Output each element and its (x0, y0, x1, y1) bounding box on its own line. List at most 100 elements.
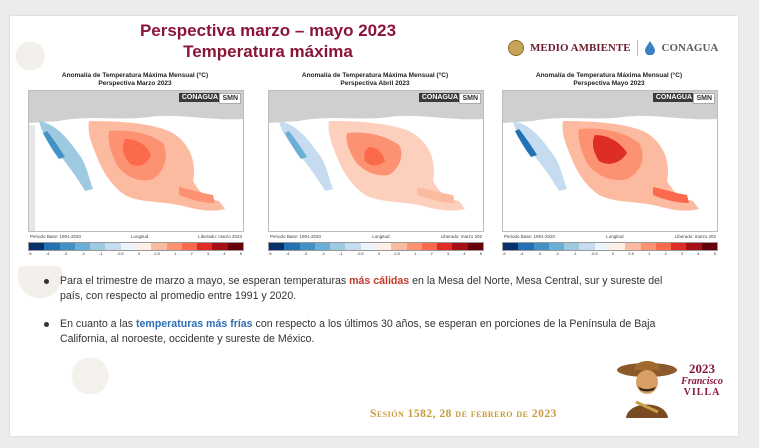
colorbar-swatch (671, 243, 687, 250)
emblem-year: 2023 (689, 361, 715, 376)
colorbar-tick-label: 2 (664, 251, 667, 256)
colorbar-swatch (686, 243, 702, 250)
map-conagua-badge: CONAGUA (652, 93, 695, 102)
colorbar-ticks: -5 -4 -3 -2 -1 -0.5 0 0.5 1 2 3 4 5 (502, 251, 716, 256)
medio-ambiente-logo: MEDIO AMBIENTE (530, 42, 631, 54)
emblem-2023-francisco-villa: 2023 Francisco VILLA (670, 361, 734, 399)
map-release: Liberado: marzo 202 (440, 234, 482, 239)
mexico-anomaly-map (503, 91, 717, 231)
colorbar (502, 242, 718, 251)
map-title: Anomalía de Temperatura Máxima Mensual (… (260, 72, 490, 88)
map-release: Liberado: marzo 202 (674, 234, 716, 239)
colorbar-tick-label: 0.5 (154, 251, 160, 256)
colorbar-tick-label: -1 (573, 251, 577, 256)
map-title-text: Anomalía de Temperatura Máxima Mensual (… (535, 72, 683, 79)
colorbar-tick-label: 4 (463, 251, 466, 256)
colorbar-tick-label: -0.5 (116, 251, 124, 256)
colorbar-tick-label: 1 (648, 251, 651, 256)
colorbar-tick-label: 4 (223, 251, 226, 256)
colorbar-tick-label: 0 (377, 251, 381, 256)
map-title-text: Anomalía de Temperatura Máxima Mensual (… (61, 72, 209, 79)
colorbar-swatch (609, 243, 626, 250)
colorbar-swatch (503, 243, 519, 250)
colorbar-tick-label: -5 (502, 251, 506, 256)
mexico-anomaly-map (29, 91, 243, 231)
session-footer: Sesión 1582, 28 de febrero de 2023 (370, 408, 557, 420)
map-release: Liberado: marzo 2023 (198, 234, 242, 239)
colorbar-ticks: -5 -4 -3 -2 -1 -0.5 0 0.5 1 2 3 4 5 (268, 251, 482, 256)
colorbar-swatch (227, 243, 243, 250)
map-panel-april: Anomalía de Temperatura Máxima Mensual (… (260, 72, 490, 266)
colorbar-ticks: -5 -4 -3 -2 -1 -0.5 0 0.5 1 2 3 4 5 (28, 251, 242, 256)
colorbar-swatch (564, 243, 580, 250)
water-drop-icon (644, 41, 655, 55)
colorbar-swatch (345, 243, 361, 250)
emblem-last-name: VILLA (683, 387, 721, 398)
colorbar-swatch (360, 243, 376, 250)
map-smn-badge: SMN (459, 93, 481, 104)
colorbar-tick-label: -3 (303, 251, 308, 256)
colorbar-swatch (655, 243, 672, 250)
colorbar-swatch (533, 243, 549, 250)
colorbar-swatch (518, 243, 534, 250)
colorbar-swatch (701, 243, 717, 250)
institution-logos: MEDIO AMBIENTE CONAGUA (508, 38, 718, 58)
colorbar-swatch (375, 243, 392, 250)
map-xlabel: Longitud (130, 234, 149, 239)
mexico-anomaly-map (269, 91, 483, 231)
colorbar-tick-label: 0 (611, 251, 615, 256)
colorbar-swatch (284, 243, 300, 250)
colorbar-swatch (59, 243, 75, 250)
colorbar-swatch (29, 243, 45, 250)
colorbar-swatch (640, 243, 656, 250)
national-seal-icon (508, 40, 524, 56)
colorbar-tick-label: -4 (285, 251, 290, 256)
colorbar-swatch (44, 243, 60, 250)
colorbar-tick-label: -5 (28, 251, 32, 256)
map-image: CONAGUA SMN (28, 90, 244, 232)
colorbar (268, 242, 484, 251)
forecast-maps: Anomalía de Temperatura Máxima Mensual (… (20, 72, 724, 272)
colorbar-tick-label: 1 (414, 251, 417, 256)
map-subtitle-text: Perspectiva Marzo 2023 (98, 80, 172, 87)
map-title-text: Anomalía de Temperatura Máxima Mensual (… (301, 72, 449, 79)
bullet-highlight-warm: más cálidas (349, 275, 410, 287)
colorbar-swatch (166, 243, 182, 250)
colorbar-tick-label: 0.5 (628, 251, 634, 256)
colorbar-tick-label: -4 (519, 251, 524, 256)
map-subtitle-text: Perspectiva Abril 2023 (340, 80, 410, 87)
francisco-villa-portrait-icon (617, 361, 677, 418)
colorbar-tick-label: 2 (430, 251, 433, 256)
colorbar-tick-label: 1 (174, 251, 177, 256)
colorbar-swatch (212, 243, 228, 250)
colorbar-tick-label: -4 (45, 251, 50, 256)
map-footer: Periodo Base: 1991-2020 Longitud Liberad… (270, 234, 482, 239)
colorbar-swatch (90, 243, 106, 250)
colorbar-tick-label: -0.5 (590, 251, 598, 256)
bullet-text: con respecto a los últimos 30 años, se e… (60, 318, 656, 345)
colorbar-swatch (452, 243, 468, 250)
colorbar-swatch (151, 243, 167, 250)
colorbar-tick-label: -2 (555, 251, 559, 256)
colorbar-swatch (330, 243, 346, 250)
colorbar-tick-label: 5 (239, 251, 242, 256)
map-xlabel: Longitud (372, 234, 390, 239)
colorbar-tick-label: -1 (339, 251, 343, 256)
colorbar-swatch (135, 243, 152, 250)
map-panel-may: Anomalía de Temperatura Máxima Mensual (… (494, 72, 724, 266)
map-footer: Periodo Base: 1991-2020 Longitud Liberad… (30, 234, 242, 239)
conagua-logo: CONAGUA (661, 42, 719, 54)
colorbar-swatch (548, 243, 565, 250)
bullet-text: Para el trimestre de marzo a mayo, se es… (60, 275, 350, 287)
bullet-warmer: Para el trimestre de marzo a mayo, se es… (42, 274, 682, 304)
colorbar-swatch (299, 243, 315, 250)
bullet-text: En cuanto a las (60, 318, 136, 330)
colorbar-swatch (421, 243, 438, 250)
colorbar-swatch (579, 243, 595, 250)
map-base-period: Periodo Base: 1991-2020 (30, 234, 82, 239)
colorbar-tick-label: -3 (537, 251, 542, 256)
map-panel-march: Anomalía de Temperatura Máxima Mensual (… (20, 72, 250, 266)
map-xlabel: Longitud (606, 234, 624, 239)
map-title: Anomalía de Temperatura Máxima Mensual (… (494, 72, 724, 88)
colorbar-tick-label: -2 (321, 251, 325, 256)
